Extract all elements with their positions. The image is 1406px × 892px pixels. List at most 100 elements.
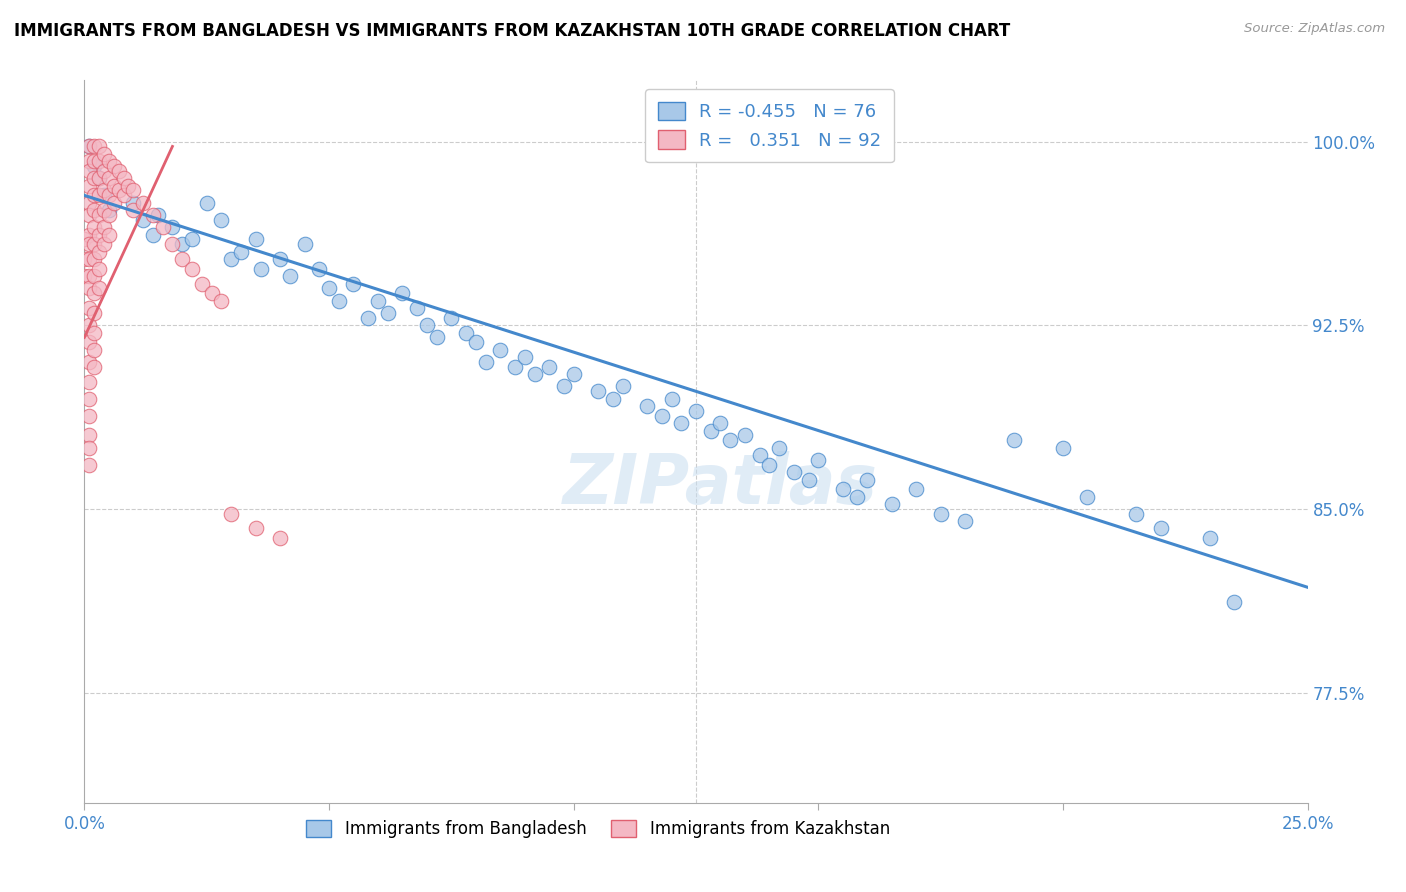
- Point: [797, 473, 820, 487]
- Point: [200, 286, 222, 301]
- Point: [905, 483, 928, 497]
- Point: [1198, 531, 1220, 545]
- Point: [294, 237, 316, 252]
- Point: [1223, 595, 1246, 609]
- Point: [83, 269, 105, 284]
- Point: [612, 379, 634, 393]
- Point: [77, 195, 100, 210]
- Point: [93, 188, 115, 202]
- Point: [87, 171, 110, 186]
- Point: [454, 326, 477, 340]
- Point: [77, 392, 100, 406]
- Point: [73, 252, 96, 266]
- Point: [83, 203, 105, 218]
- Point: [209, 293, 232, 308]
- Point: [73, 232, 96, 246]
- Point: [93, 184, 115, 198]
- Point: [77, 269, 100, 284]
- Point: [87, 227, 110, 242]
- Point: [474, 355, 496, 369]
- Point: [77, 281, 100, 295]
- Point: [103, 178, 125, 193]
- Point: [748, 448, 770, 462]
- Point: [278, 269, 301, 284]
- Point: [229, 244, 252, 259]
- Point: [73, 269, 96, 284]
- Point: [83, 139, 105, 153]
- Legend: Immigrants from Bangladesh, Immigrants from Kazakhstan: Immigrants from Bangladesh, Immigrants f…: [299, 814, 897, 845]
- Point: [586, 384, 609, 399]
- Point: [846, 490, 869, 504]
- Point: [103, 159, 125, 173]
- Point: [269, 531, 291, 545]
- Point: [191, 277, 214, 291]
- Point: [1150, 521, 1173, 535]
- Point: [953, 514, 976, 528]
- Point: [77, 428, 100, 442]
- Point: [83, 220, 105, 235]
- Point: [83, 159, 105, 173]
- Point: [172, 237, 194, 252]
- Point: [172, 252, 194, 266]
- Point: [77, 237, 100, 252]
- Point: [77, 178, 100, 193]
- Point: [503, 359, 526, 374]
- Point: [929, 507, 952, 521]
- Point: [77, 301, 100, 315]
- Point: [97, 227, 120, 242]
- Point: [856, 473, 879, 487]
- Point: [122, 195, 145, 210]
- Point: [357, 310, 380, 325]
- Point: [602, 392, 624, 406]
- Point: [367, 293, 389, 308]
- Point: [77, 139, 100, 153]
- Point: [142, 227, 165, 242]
- Point: [77, 154, 100, 169]
- Point: [342, 277, 364, 291]
- Point: [77, 208, 100, 222]
- Point: [181, 232, 204, 246]
- Point: [77, 375, 100, 389]
- Point: [807, 453, 830, 467]
- Point: [685, 404, 707, 418]
- Point: [142, 208, 165, 222]
- Point: [709, 416, 731, 430]
- Point: [209, 213, 232, 227]
- Point: [880, 497, 903, 511]
- Point: [97, 208, 120, 222]
- Point: [107, 184, 129, 198]
- Point: [87, 188, 110, 202]
- Point: [671, 416, 693, 430]
- Point: [77, 458, 100, 472]
- Point: [553, 379, 575, 393]
- Point: [152, 220, 174, 235]
- Point: [112, 188, 135, 202]
- Point: [83, 306, 105, 320]
- Point: [77, 335, 100, 350]
- Point: [513, 350, 536, 364]
- Point: [523, 367, 546, 381]
- Point: [308, 261, 330, 276]
- Point: [103, 195, 125, 210]
- Point: [117, 178, 139, 193]
- Point: [97, 188, 120, 202]
- Point: [328, 293, 350, 308]
- Point: [77, 318, 100, 333]
- Point: [181, 261, 204, 276]
- Point: [93, 220, 115, 235]
- Point: [122, 203, 145, 218]
- Point: [831, 483, 853, 497]
- Text: IMMIGRANTS FROM BANGLADESH VS IMMIGRANTS FROM KAZAKHSTAN 10TH GRADE CORRELATION : IMMIGRANTS FROM BANGLADESH VS IMMIGRANTS…: [14, 22, 1011, 40]
- Point: [83, 237, 105, 252]
- Point: [87, 171, 110, 186]
- Point: [83, 343, 105, 357]
- Point: [93, 146, 115, 161]
- Point: [651, 409, 673, 423]
- Point: [162, 220, 184, 235]
- Point: [83, 154, 105, 169]
- Point: [87, 244, 110, 259]
- Point: [83, 188, 105, 202]
- Point: [758, 458, 780, 472]
- Point: [440, 310, 463, 325]
- Point: [83, 326, 105, 340]
